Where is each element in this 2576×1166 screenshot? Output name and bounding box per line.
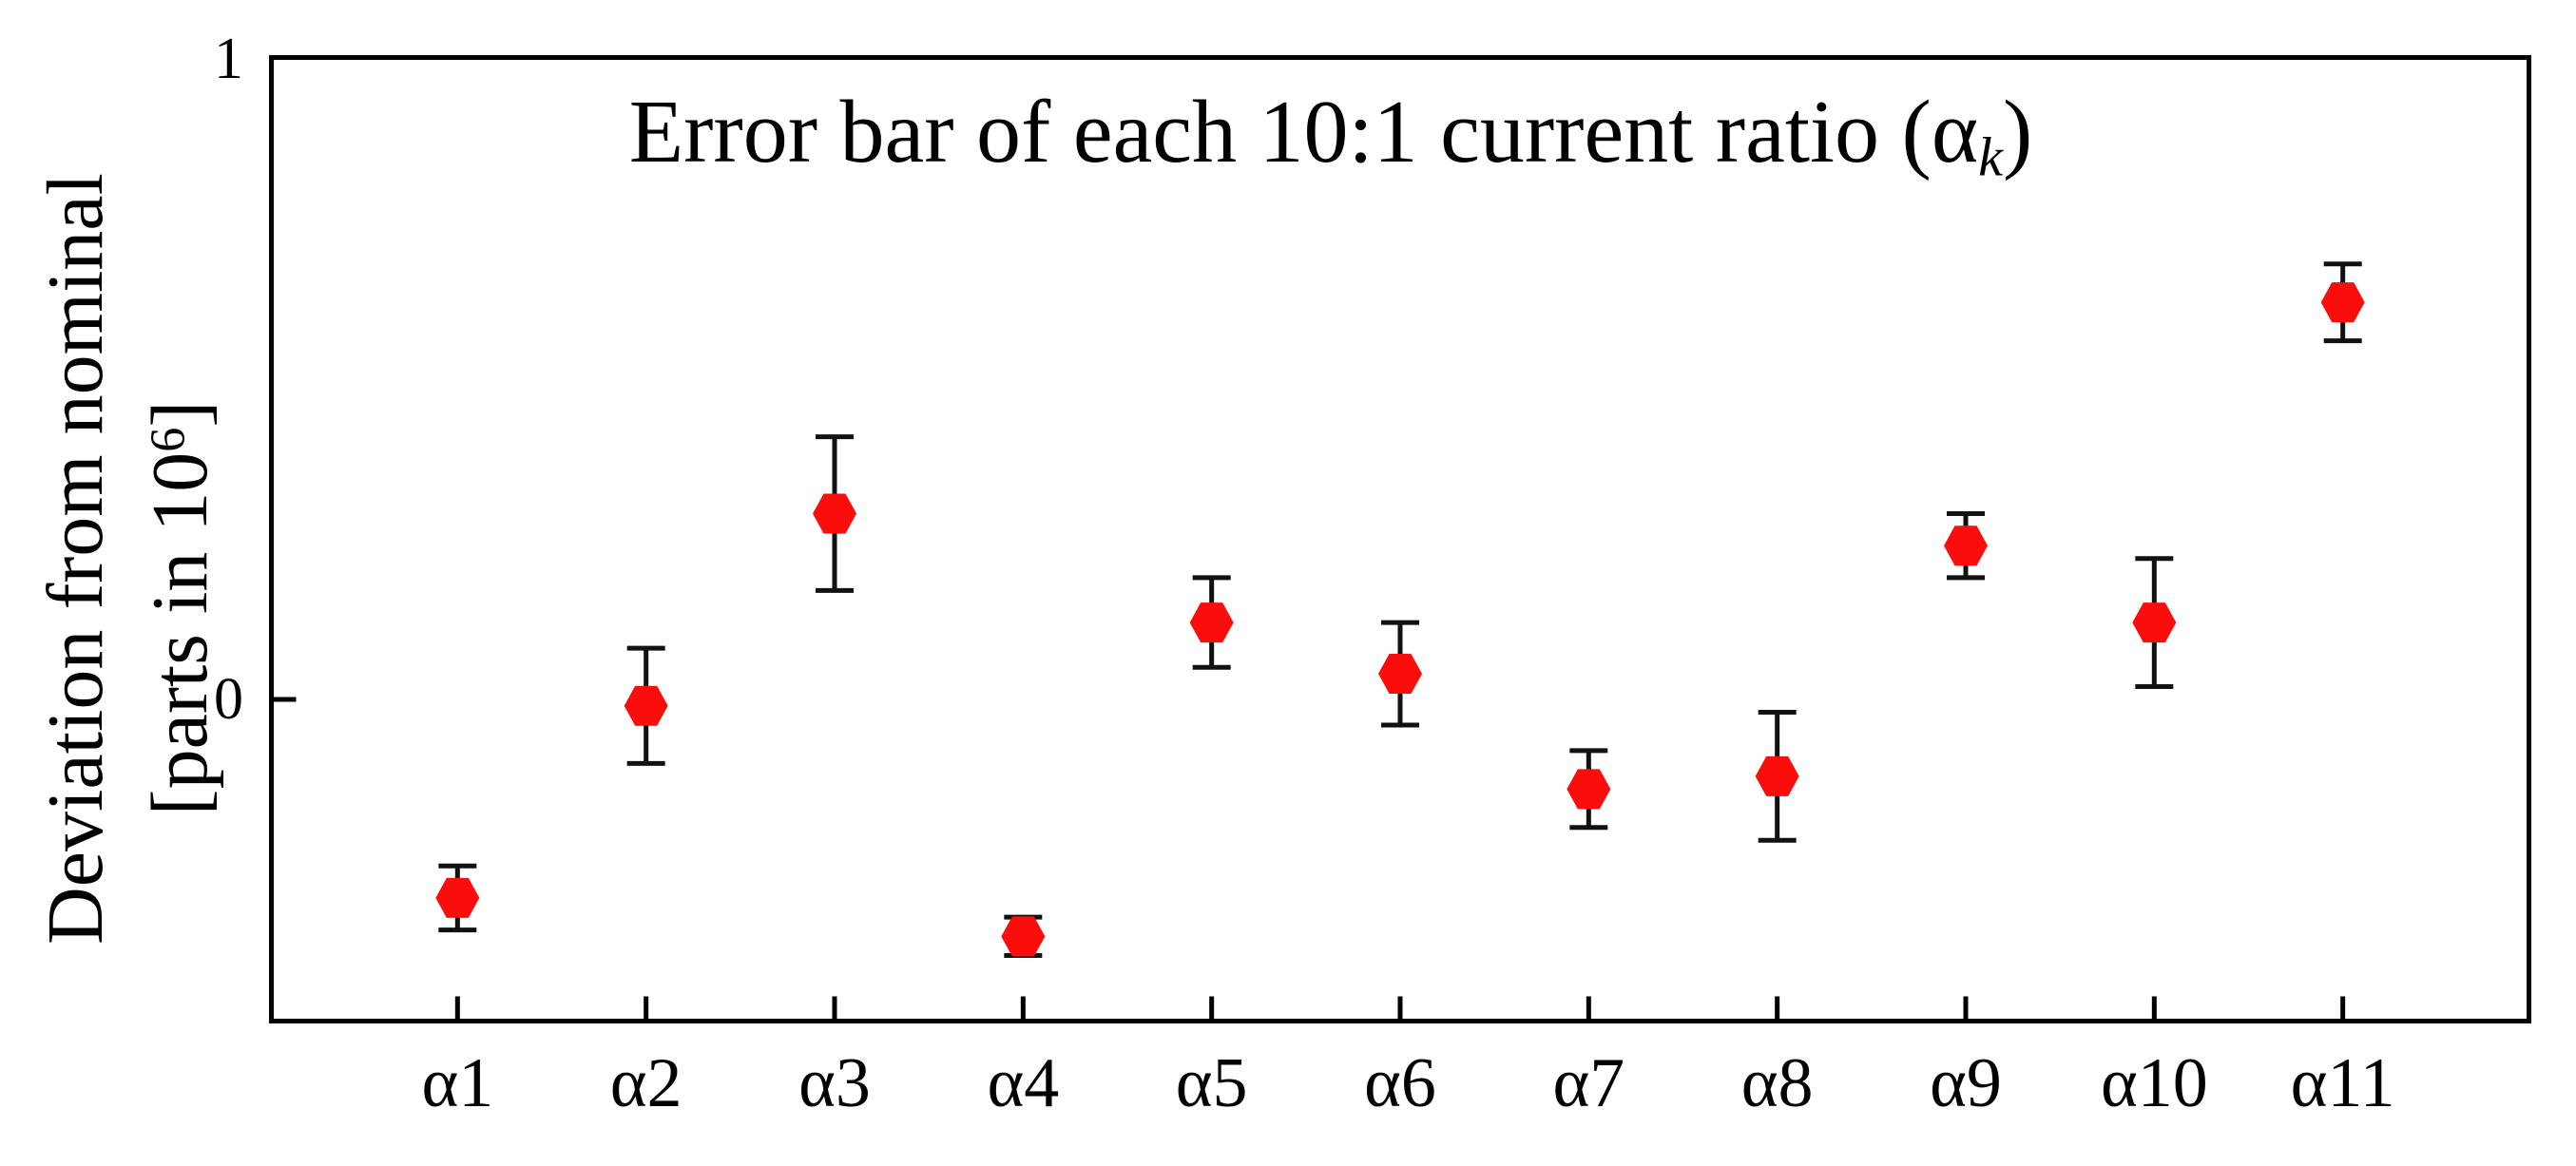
x-tick-label: α1 bbox=[421, 1044, 494, 1122]
y-axis-label-line2: [parts in 106] bbox=[136, 401, 224, 816]
chart-title-subscript: k bbox=[1978, 125, 2003, 188]
y-axis-label-exponent: 6 bbox=[141, 427, 196, 452]
x-tick-label: α10 bbox=[2100, 1044, 2208, 1122]
x-tick-label: α2 bbox=[609, 1044, 682, 1122]
chart-title: Error bar of each 10:1 current ratio (αk… bbox=[629, 87, 2033, 185]
data-point-marker bbox=[1001, 916, 1046, 957]
data-point-marker bbox=[2132, 602, 2177, 643]
x-tick-label: α4 bbox=[987, 1044, 1060, 1122]
y-tick-label: 1 bbox=[214, 27, 243, 92]
data-point-marker bbox=[1189, 602, 1234, 643]
y-axis-label-line2-suffix: ] bbox=[136, 400, 224, 428]
plot-svg bbox=[269, 55, 2531, 1023]
data-point-marker bbox=[1378, 654, 1422, 695]
x-tick-label: α7 bbox=[1552, 1044, 1625, 1122]
plot-border bbox=[269, 55, 2531, 1023]
x-tick-label: α11 bbox=[2290, 1044, 2395, 1122]
data-point-marker bbox=[1755, 755, 1799, 796]
data-point-marker bbox=[813, 493, 856, 534]
data-point-marker bbox=[1567, 769, 1611, 810]
chart-title-text: Error bar of each 10:1 current ratio (α bbox=[628, 83, 1979, 182]
data-point-marker bbox=[435, 877, 480, 918]
y-axis-label-line1: Deviation from nominal bbox=[31, 173, 120, 945]
y-axis-label-line2-prefix: [parts in 10 bbox=[136, 451, 224, 816]
chart-title-suffix: ) bbox=[2002, 83, 2033, 182]
x-tick-label: α5 bbox=[1175, 1044, 1248, 1122]
x-tick-label: α6 bbox=[1364, 1044, 1436, 1122]
x-tick-label: α9 bbox=[1930, 1044, 2002, 1122]
y-tick-label: 0 bbox=[214, 666, 243, 732]
data-point-marker bbox=[1944, 526, 1988, 566]
x-tick-label: α3 bbox=[798, 1044, 871, 1122]
data-point-marker bbox=[624, 685, 668, 726]
data-point-marker bbox=[2320, 282, 2365, 323]
x-tick-label: α8 bbox=[1740, 1044, 1814, 1122]
